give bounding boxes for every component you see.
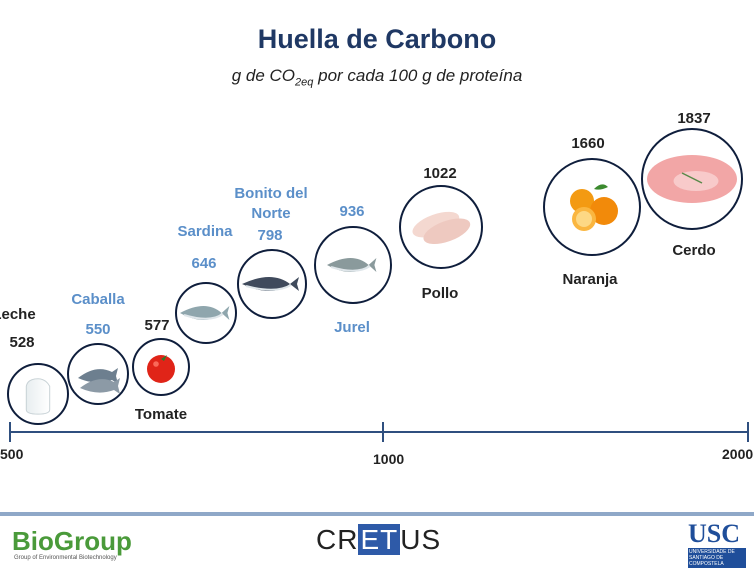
- chart-subtitle: g de CO2eq por cada 100 g de proteína: [231, 66, 523, 89]
- chicken-breast-icon: [412, 211, 471, 245]
- tuna-icon: [242, 277, 299, 291]
- tick-label: 2000: [722, 446, 754, 462]
- point-value-label: 550: [85, 321, 111, 338]
- tomato-icon: [147, 355, 175, 383]
- point-cerdo: [641, 128, 743, 230]
- point-tomate: [132, 338, 190, 396]
- point-name-label: Pollo: [421, 285, 459, 302]
- tick-label: 500: [0, 446, 24, 462]
- point-value-label: 798: [257, 227, 283, 244]
- point-caballa: [67, 343, 129, 405]
- orange-icon: [570, 184, 618, 231]
- mackerel-icon: [78, 368, 120, 394]
- point-name-label: Tomate: [134, 406, 188, 423]
- x-axis: [9, 422, 749, 442]
- point-name-label: Naranja: [562, 271, 618, 288]
- point-name-label: Leche: [0, 306, 36, 323]
- point-value-label: 1022: [423, 165, 457, 182]
- cretus-logo: CRETUS: [316, 524, 442, 555]
- point-value-label: 577: [144, 317, 170, 334]
- point-value-label: 646: [191, 255, 217, 272]
- milk-jug-icon: [25, 378, 51, 415]
- point-pollo: [399, 185, 483, 269]
- data-points: [7, 128, 743, 425]
- point-name-label: Bonito del Norte: [234, 185, 308, 222]
- point-name-label: Jurel: [334, 319, 370, 336]
- footer-divider: [0, 512, 754, 516]
- point-name-label: Cerdo: [672, 242, 716, 259]
- point-value-label: 528: [9, 334, 35, 351]
- point-value-label: 1660: [571, 135, 605, 152]
- point-value-label: 1837: [677, 110, 711, 127]
- point-leche: [7, 363, 69, 425]
- horse-mackerel-icon: [327, 258, 377, 272]
- point-sardina: [175, 282, 237, 344]
- point-name-label: Caballa: [71, 291, 125, 308]
- point-name-label: Sardina: [177, 223, 233, 240]
- usc-logo: USC UNIVERSIDADE DE SANTIAGO DE COMPOSTEL…: [688, 520, 746, 568]
- pork-icon: [647, 155, 737, 203]
- point-value-label: 936: [339, 203, 365, 220]
- point-naranja: [543, 158, 641, 256]
- point-jurel: [314, 226, 392, 304]
- biogroup-logo: BioGroup Group of Environmental Biotechno…: [12, 526, 132, 561]
- point-bonito-del-norte: [237, 249, 307, 319]
- tick-label: 1000: [373, 451, 405, 467]
- sardine-icon: [180, 306, 230, 320]
- chart-title: Huella de Carbono: [257, 24, 497, 54]
